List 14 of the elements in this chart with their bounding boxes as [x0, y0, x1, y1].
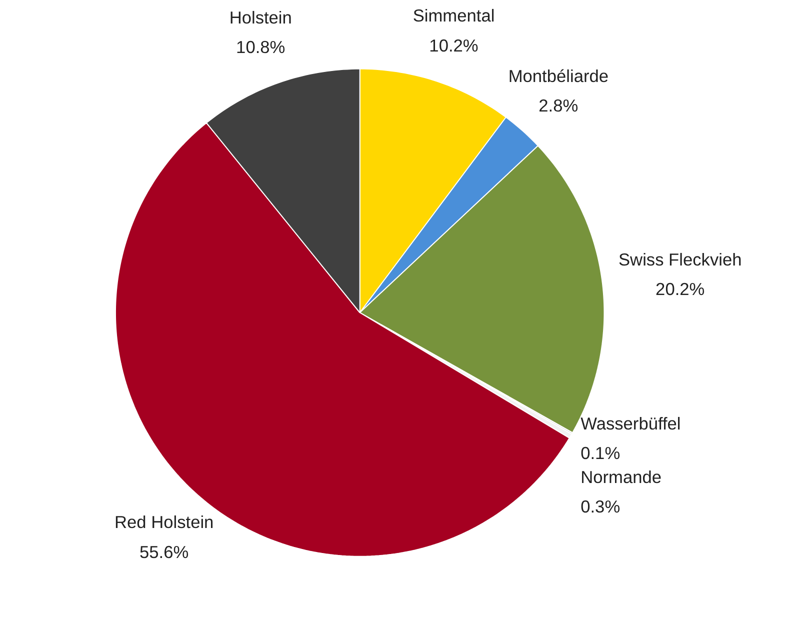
data-label: 2.8%	[538, 96, 578, 116]
slice-label: Wasserbüffel	[580, 413, 681, 434]
data-label: 10.8%	[236, 37, 286, 58]
data-label: 20.2%	[656, 279, 705, 300]
slice-label: Red Holstein	[114, 512, 214, 532]
slice-label: Simmental	[412, 6, 495, 26]
slice-label: Swiss Fleckvieh	[618, 249, 742, 270]
data-label: 10.2%	[429, 35, 478, 56]
data-label: 55.6%	[140, 542, 189, 562]
slice-label: Montbéliarde	[508, 66, 609, 86]
data-label: 0.1%	[580, 443, 620, 464]
slice-label: Holstein	[229, 7, 292, 28]
slice-label: Normande	[580, 466, 662, 487]
data-label: 0.3%	[580, 496, 620, 517]
